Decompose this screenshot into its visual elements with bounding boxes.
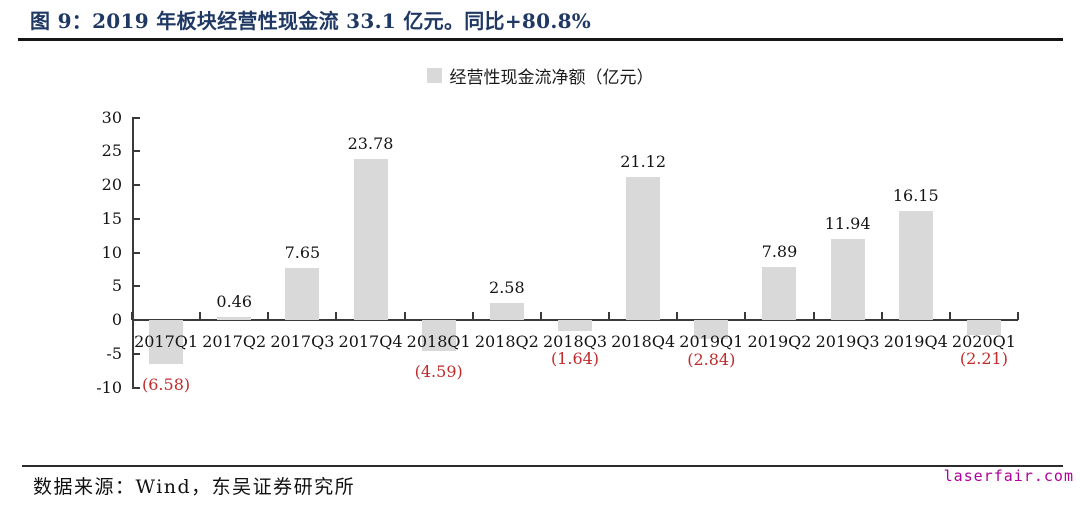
bar: [626, 177, 661, 320]
title-divider: [18, 38, 1063, 41]
x-axis-tick: [744, 312, 747, 320]
y-axis-tick: [132, 285, 140, 288]
value-label: 7.65: [284, 243, 321, 263]
bar: [830, 239, 865, 320]
watermark: laserfair.com: [943, 467, 1074, 485]
category-label: 2019Q3: [815, 332, 880, 351]
bar: [217, 316, 252, 320]
category-label: 2017Q2: [202, 332, 267, 351]
value-label: 0.46: [216, 291, 253, 311]
bar: [149, 320, 184, 365]
chart-legend: 经营性现金流净额（亿元）: [0, 63, 1080, 88]
figure-title: 图 9：2019 年板块经营性现金流 33.1 亿元。同比+80.8%: [30, 9, 592, 33]
bar: [694, 320, 729, 340]
bar: [489, 302, 524, 320]
x-axis-tick: [812, 312, 815, 320]
value-label: 11.94: [824, 214, 871, 234]
value-label: 21.12: [620, 152, 667, 172]
bar: [762, 266, 797, 320]
value-label: 16.15: [892, 185, 939, 205]
value-label: (2.84): [687, 350, 736, 370]
footer-divider: [22, 465, 1063, 467]
x-axis-tick: [403, 312, 406, 320]
bar: [898, 210, 933, 320]
x-axis-tick: [539, 312, 542, 320]
x-axis-tick: [335, 312, 338, 320]
value-label: 2.58: [489, 277, 525, 297]
category-label: 2018Q3: [542, 332, 607, 351]
x-axis-tick: [880, 312, 883, 320]
y-axis-tick-label: -5: [106, 343, 122, 363]
y-axis-tick-label: 15: [101, 208, 122, 228]
y-axis-tick: [132, 386, 140, 389]
y-axis-tick: [132, 150, 140, 153]
legend-swatch: [426, 68, 442, 83]
bar: [421, 320, 456, 351]
x-axis-tick: [199, 312, 202, 320]
y-axis-tick-label: -10: [96, 377, 122, 397]
x-axis-tick: [608, 312, 611, 320]
y-axis-tick: [132, 319, 140, 321]
category-label: 2018Q2: [474, 332, 539, 351]
y-axis-tick-label: 0: [111, 310, 122, 329]
value-label: (1.64): [550, 349, 600, 368]
y-axis-tick: [132, 352, 140, 355]
category-label: 2018Q4: [611, 332, 676, 351]
x-axis-tick: [1017, 312, 1019, 320]
category-label: 2018Q1: [406, 332, 471, 351]
category-label: 2020Q1: [951, 332, 1016, 351]
y-axis-tick: [132, 116, 140, 119]
bar: [285, 268, 320, 320]
value-label: (2.21): [959, 349, 1008, 368]
bar: [966, 320, 1001, 335]
value-label: (6.58): [142, 375, 191, 395]
x-axis-tick: [131, 312, 133, 320]
y-axis-tick-label: 20: [101, 175, 122, 194]
category-label: 2019Q2: [747, 332, 812, 351]
x-axis-tick: [471, 312, 474, 320]
x-axis-tick: [676, 312, 679, 320]
category-label: 2019Q1: [679, 332, 744, 351]
y-axis-tick: [132, 184, 140, 186]
category-label: 2017Q4: [338, 332, 403, 351]
legend-label: 经营性现金流净额（亿元）: [449, 68, 654, 88]
bar-chart: 30 25 20 15 10 5 0 -5 -10 (6.58) 0.46 7.65 23.78 (4.5…: [96, 107, 1019, 397]
value-label: (4.59): [414, 361, 463, 381]
y-axis-tick: [132, 217, 140, 220]
category-label: 2017Q1: [134, 332, 199, 351]
y-axis-tick-label: 5: [111, 276, 122, 296]
y-axis-tick-label: 25: [101, 141, 122, 161]
y-axis-tick-label: 30: [101, 107, 122, 127]
x-axis-tick: [948, 312, 951, 320]
category-label: 2017Q3: [270, 332, 335, 351]
bar: [353, 159, 388, 320]
y-axis-tick-label: 10: [101, 242, 122, 262]
y-axis-tick: [132, 251, 140, 254]
value-label: 23.78: [347, 134, 394, 154]
bar: [558, 320, 592, 332]
data-source: 数据来源：Wind，东吴证券研究所: [33, 476, 356, 498]
value-label: 7.89: [761, 241, 798, 261]
category-label: 2019Q4: [883, 332, 948, 351]
x-axis-tick: [267, 312, 270, 320]
